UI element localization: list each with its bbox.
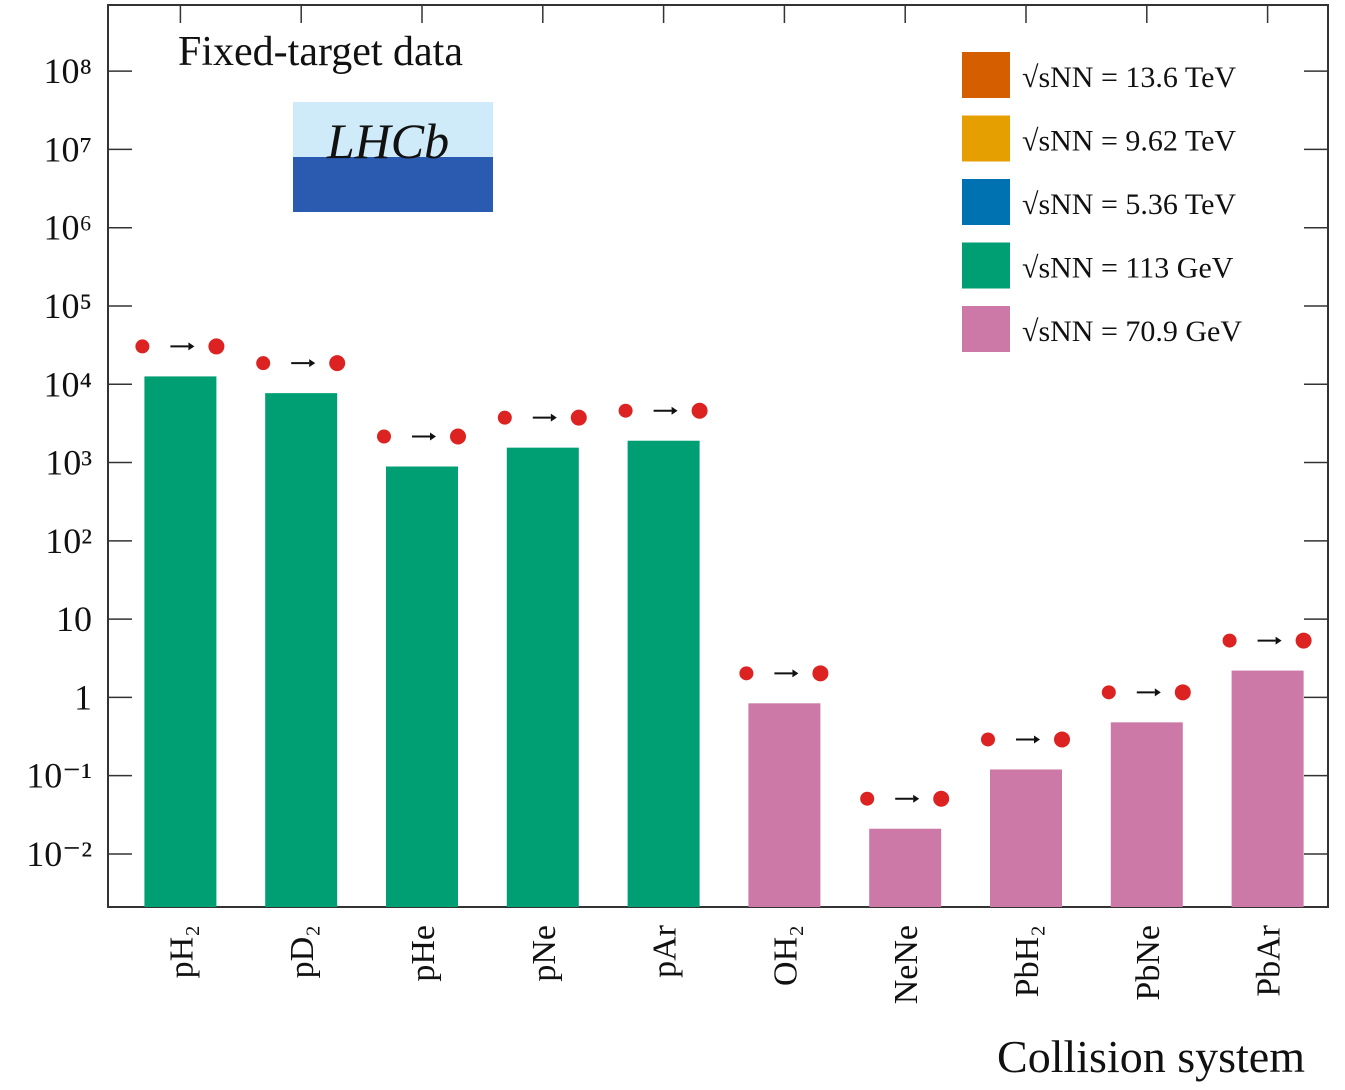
icon-arrow-head (188, 342, 195, 351)
icon-arrow-head (792, 669, 799, 678)
bar (506, 447, 579, 907)
legend-label: √sNN = 5.36 TeV (1022, 188, 1236, 221)
x-tick-label: NeNe (888, 925, 925, 1004)
logo-top (293, 102, 493, 157)
plot-frame (107, 4, 1329, 908)
x-tick-label: pHe (405, 925, 442, 982)
annotation: Fixed-target data (178, 29, 463, 75)
legend-swatch (962, 306, 1010, 352)
legend-swatch (962, 52, 1010, 98)
bar (1231, 670, 1304, 907)
y-tick-label: 10⁻¹ (26, 756, 92, 796)
bar (1110, 722, 1183, 907)
y-tick-label: 10 (56, 599, 92, 639)
x-tick-label: pD₂ (284, 925, 321, 978)
icon-target (691, 402, 708, 419)
icon-arrow-head (913, 794, 920, 803)
y-tick-label: 10⁻² (26, 834, 92, 874)
icon-projectile (1101, 685, 1116, 700)
bar (990, 769, 1062, 907)
legend-swatch (962, 179, 1010, 225)
icon-arrow-head (671, 406, 678, 415)
x-tick-label: pAr (647, 924, 684, 978)
bar (265, 393, 338, 908)
logo-text: LHCb (326, 113, 449, 169)
x-tick-label: OH₂ (767, 925, 804, 986)
legend-swatch (962, 242, 1010, 289)
icon-projectile (618, 403, 633, 418)
icon-projectile (739, 666, 754, 681)
icon-target (1295, 632, 1312, 649)
icon-target (450, 428, 466, 445)
icon-arrow-head (309, 359, 316, 368)
icon-projectile (860, 791, 875, 806)
icon-projectile (981, 732, 995, 747)
icon-projectile (135, 339, 150, 354)
x-axis-label: Collision system (997, 1031, 1305, 1082)
legend-label: √sNN = 113 GeV (1022, 252, 1234, 285)
y-tick-label: 10² (45, 521, 92, 561)
icon-target (933, 790, 950, 807)
icon-projectile (1222, 633, 1237, 648)
icon-arrow-head (1275, 636, 1282, 645)
y-tick-label: 10⁶ (43, 208, 92, 248)
icon-projectile (256, 356, 271, 371)
bar (748, 703, 821, 907)
icon-projectile (497, 410, 512, 425)
x-tick-label: pH₂ (163, 925, 200, 978)
legend-swatch (962, 115, 1010, 162)
logo: LHCb (293, 102, 493, 212)
bar (869, 828, 942, 907)
legend-label: √sNN = 13.6 TeV (1022, 61, 1236, 94)
icon-arrow-head (550, 413, 557, 422)
icon-arrow-head (430, 432, 436, 441)
icon-target (1054, 731, 1070, 748)
icon-target (1174, 684, 1191, 701)
logo-bottom (293, 157, 493, 212)
icon-target (329, 355, 346, 372)
legend-label: √sNN = 9.62 TeV (1022, 125, 1236, 158)
y-tick-label: 10⁵ (43, 286, 92, 326)
bar (144, 376, 217, 908)
y-tick-label: 1 (74, 677, 92, 717)
y-tick-label: 10⁸ (43, 51, 92, 91)
x-tick-label: PbAr (1251, 924, 1288, 996)
x-tick-label: PbH₂ (1009, 925, 1046, 997)
y-tick-label: 10⁷ (43, 129, 92, 169)
icon-arrow-head (1154, 688, 1161, 697)
legend-label: √sNN = 70.9 GeV (1022, 315, 1242, 348)
x-tick-label: PbNe (1130, 925, 1167, 1001)
bar (627, 440, 700, 907)
y-tick-label: 10⁴ (43, 364, 92, 404)
icon-arrow-head (1034, 735, 1040, 744)
icon-target (812, 665, 829, 682)
icon-target (570, 409, 587, 426)
icon-projectile (377, 429, 391, 444)
icon-target (208, 338, 225, 355)
bar (386, 466, 458, 907)
y-tick-label: 10³ (45, 443, 92, 483)
x-tick-label: pNe (526, 925, 563, 982)
